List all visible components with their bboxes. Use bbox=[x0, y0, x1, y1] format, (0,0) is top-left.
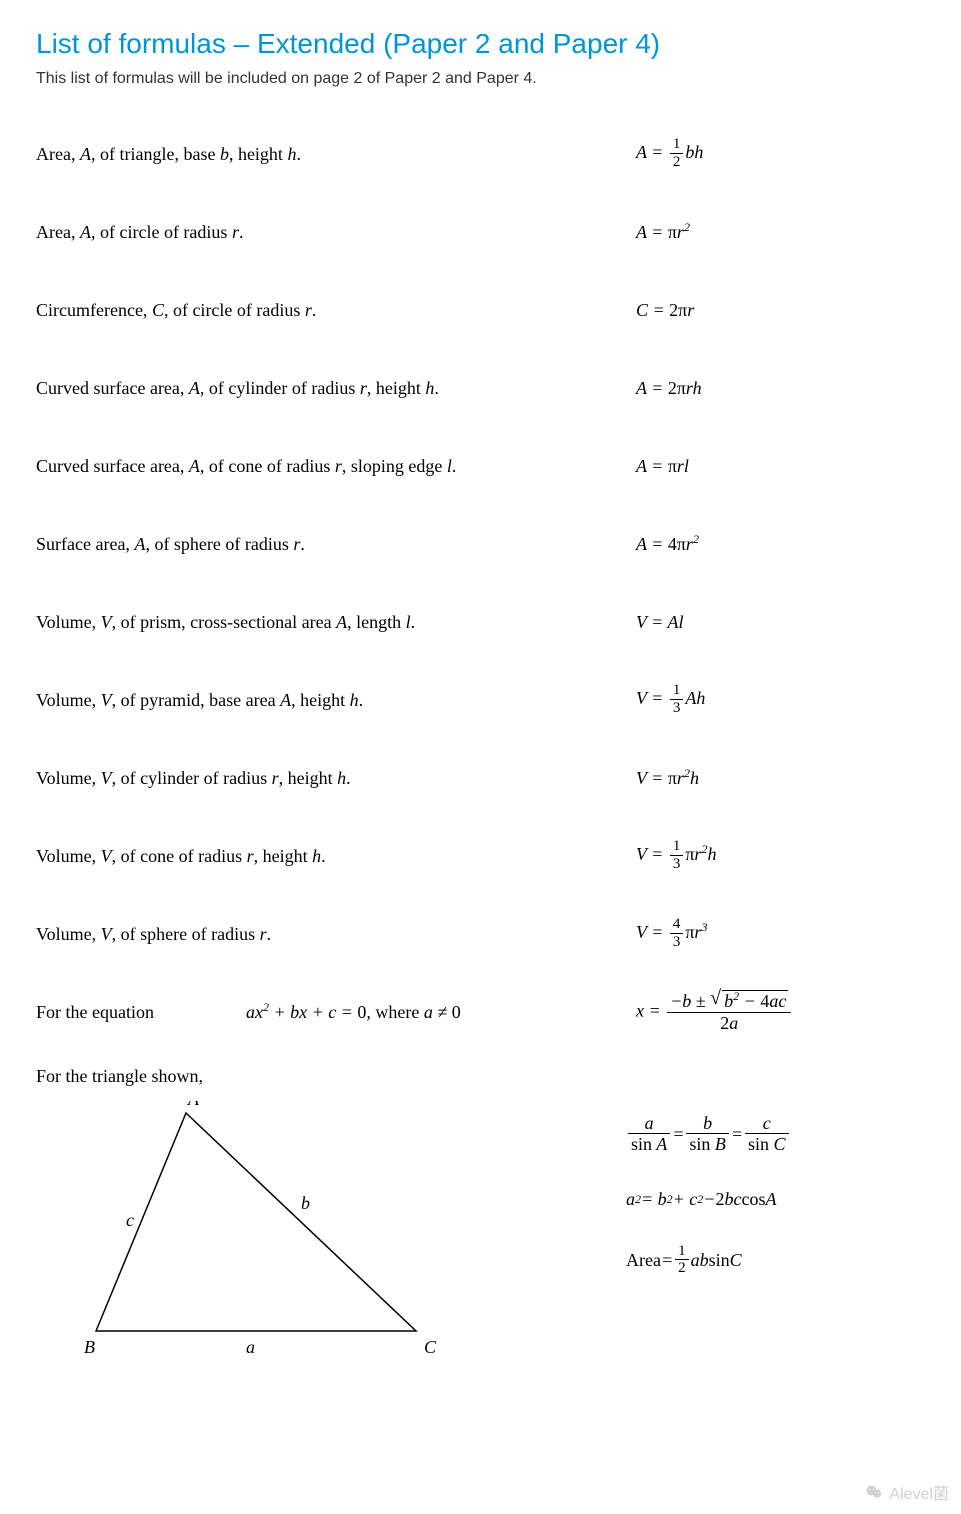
page-title: List of formulas – Extended (Paper 2 and… bbox=[36, 28, 925, 60]
triangle-formulas: asin A = bsin B = csin C a2 = b2 + c2 − 2… bbox=[626, 1060, 925, 1371]
formula-expression: A = πrl bbox=[626, 456, 925, 477]
triangle-formula: asin A = bsin B = csin C bbox=[626, 1114, 925, 1155]
formula-description: Volume, V, of cylinder of radius r, heig… bbox=[36, 768, 626, 789]
formula-description: Curved surface area, A, of cone of radiu… bbox=[36, 456, 626, 477]
formula-description: Area, A, of circle of radius r. bbox=[36, 222, 626, 243]
svg-text:B: B bbox=[84, 1337, 95, 1357]
formula-description: Volume, V, of pyramid, base area A, heig… bbox=[36, 690, 626, 711]
quadratic-row: For the equation ax2 + bx + c = 0, where… bbox=[36, 982, 925, 1042]
formula-row: Area, A, of triangle, base b, height h.A… bbox=[36, 124, 925, 184]
formula-expression: A = 2πrh bbox=[626, 378, 925, 399]
svg-text:b: b bbox=[301, 1193, 310, 1213]
equation-expression: ax2 + bx + c = 0, where a ≠ 0 bbox=[246, 1002, 461, 1023]
formula-expression: A = 12bh bbox=[626, 137, 925, 171]
triangle-formula: a2 = b2 + c2 − 2bc cos A bbox=[626, 1189, 925, 1210]
formula-description: Volume, V, of sphere of radius r. bbox=[36, 924, 626, 945]
formula-description: Curved surface area, A, of cylinder of r… bbox=[36, 378, 626, 399]
formula-expression: V = πr2h bbox=[626, 768, 925, 789]
triangle-formula: Area = 12ab sin C bbox=[626, 1244, 925, 1278]
formula-expression: V = 43πr3 bbox=[626, 917, 925, 951]
formula-description: Volume, V, of cone of radius r, height h… bbox=[36, 846, 626, 867]
svg-text:C: C bbox=[424, 1337, 437, 1357]
formula-description: Volume, V, of prism, cross-sectional are… bbox=[36, 612, 626, 633]
formula-row: Volume, V, of cylinder of radius r, heig… bbox=[36, 748, 925, 808]
formula-expression: V = 13πr2h bbox=[626, 839, 925, 873]
formula-expression: A = πr2 bbox=[626, 222, 925, 243]
quadratic-formula: x = −b ± √b2 − 4ac2a bbox=[626, 990, 925, 1034]
formula-expression: V = Al bbox=[626, 612, 925, 633]
svg-text:A: A bbox=[187, 1101, 200, 1109]
formula-description: Circumference, C, of circle of radius r. bbox=[36, 300, 626, 321]
svg-text:a: a bbox=[246, 1337, 255, 1357]
formula-row: Volume, V, of pyramid, base area A, heig… bbox=[36, 670, 925, 730]
formula-expression: V = 13Ah bbox=[626, 683, 925, 717]
watermark-text: Alevel菌 bbox=[889, 1480, 949, 1504]
formula-row: Volume, V, of prism, cross-sectional are… bbox=[36, 592, 925, 652]
watermark: Alevel菌 bbox=[865, 1480, 949, 1504]
triangle-label: For the triangle shown, bbox=[36, 1066, 626, 1087]
formula-row: Area, A, of circle of radius r.A = πr2 bbox=[36, 202, 925, 262]
equation-label: For the equation bbox=[36, 1002, 246, 1023]
formula-expression: C = 2πr bbox=[626, 300, 925, 321]
formula-row: Circumference, C, of circle of radius r.… bbox=[36, 280, 925, 340]
formula-row: Curved surface area, A, of cone of radiu… bbox=[36, 436, 925, 496]
formula-expression: A = 4πr2 bbox=[626, 534, 925, 555]
page-subtitle: This list of formulas will be included o… bbox=[36, 70, 925, 88]
formula-description: Area, A, of triangle, base b, height h. bbox=[36, 144, 626, 165]
formula-list: Area, A, of triangle, base b, height h.A… bbox=[36, 124, 925, 964]
wechat-icon bbox=[865, 1483, 883, 1501]
triangle-block: For the triangle shown, A B C a b c asin… bbox=[36, 1060, 925, 1371]
formula-description: Surface area, A, of sphere of radius r. bbox=[36, 534, 626, 555]
formula-row: Volume, V, of sphere of radius r.V = 43π… bbox=[36, 904, 925, 964]
formula-row: Surface area, A, of sphere of radius r.A… bbox=[36, 514, 925, 574]
formula-row: Volume, V, of cone of radius r, height h… bbox=[36, 826, 925, 886]
triangle-diagram: A B C a b c bbox=[76, 1101, 456, 1371]
svg-text:c: c bbox=[126, 1210, 134, 1230]
formula-row: Curved surface area, A, of cylinder of r… bbox=[36, 358, 925, 418]
